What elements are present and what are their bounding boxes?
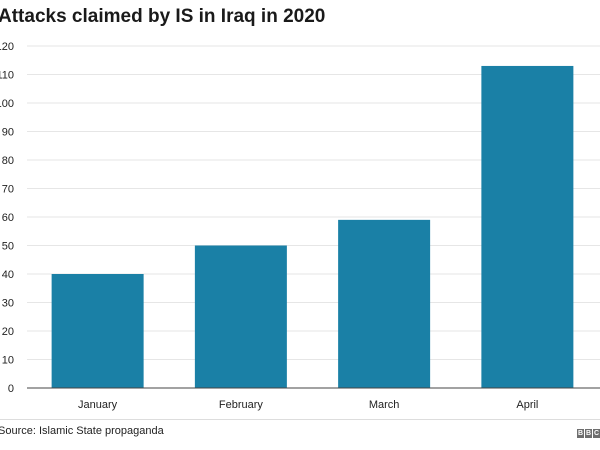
logo-letter: B xyxy=(577,429,584,438)
y-tick-label: 50 xyxy=(2,241,14,253)
source-note: Source: Islamic State propaganda xyxy=(0,425,164,437)
bbc-logo: B B C xyxy=(577,429,600,438)
x-category-label: March xyxy=(369,399,400,411)
x-category-label: April xyxy=(516,399,538,411)
y-tick-label: 10 xyxy=(2,355,14,367)
y-tick-label: 80 xyxy=(2,155,14,167)
x-category-label: January xyxy=(78,399,118,411)
y-tick-label: 20 xyxy=(2,326,14,338)
y-tick-label: 60 xyxy=(2,212,14,224)
bar-march xyxy=(338,219,431,388)
y-axis-ticks: 0 10 20 30 40 50 60 70 80 90 100 110 120 xyxy=(0,41,14,395)
footer-divider xyxy=(0,419,600,420)
y-tick-label: 30 xyxy=(2,298,14,310)
y-tick-label: 120 xyxy=(0,41,14,53)
bar-february xyxy=(194,245,287,388)
y-tick-label: 100 xyxy=(0,98,14,110)
x-category-label: February xyxy=(219,399,264,411)
bars xyxy=(51,65,574,388)
x-axis-labels: January February March April xyxy=(78,399,538,411)
logo-letter: C xyxy=(593,429,600,438)
logo-letter: B xyxy=(585,429,592,438)
y-tick-label: 70 xyxy=(2,184,14,196)
y-tick-label: 90 xyxy=(2,127,14,139)
y-tick-label: 0 xyxy=(8,383,14,395)
y-tick-label: 40 xyxy=(2,269,14,281)
bar-january xyxy=(51,274,144,388)
chart-title: Attacks claimed by IS in Iraq in 2020 xyxy=(0,6,326,27)
y-tick-label: 110 xyxy=(0,70,14,82)
bar-april xyxy=(481,65,574,388)
